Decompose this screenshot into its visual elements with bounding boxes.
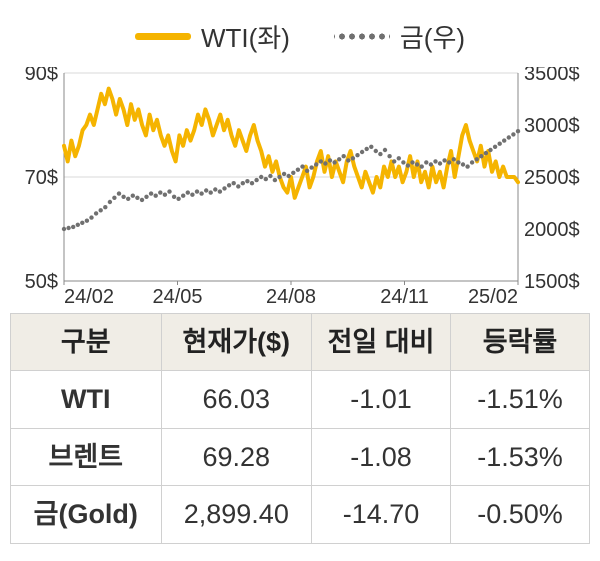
legend-item-gold: 금(우)	[334, 18, 465, 55]
svg-text:3000$: 3000$	[524, 115, 580, 137]
table-cell: -1.53%	[451, 428, 590, 485]
svg-text:50$: 50$	[25, 271, 58, 293]
legend-swatch-gold	[334, 33, 390, 40]
svg-text:70$: 70$	[25, 167, 58, 189]
table-row: 브렌트69.28-1.08-1.53%	[11, 428, 590, 485]
table-cell: -1.51%	[451, 371, 590, 428]
table-row: 금(Gold)2,899.40-14.70-0.50%	[11, 486, 590, 543]
svg-text:2500$: 2500$	[524, 167, 580, 189]
price-table-wrap: 구분 현재가($) 전일 대비 등락률 WTI66.03-1.01-1.51%브…	[10, 313, 590, 561]
col-pct: 등락률	[451, 314, 590, 371]
svg-text:3500$: 3500$	[524, 67, 580, 85]
legend-item-wti: WTI(좌)	[135, 18, 290, 55]
table-cell: -1.08	[312, 428, 451, 485]
table-cell: -14.70	[312, 486, 451, 543]
price-chart: 50$ 70$ 90$ 1500$ 2000$ 2500$ 3000$ 3500$ 24/02 2…	[10, 67, 590, 307]
svg-text:90$: 90$	[25, 67, 58, 85]
table-header-row: 구분 현재가($) 전일 대비 등락률	[11, 314, 590, 371]
table-row: WTI66.03-1.01-1.51%	[11, 371, 590, 428]
table-body: WTI66.03-1.01-1.51%브렌트69.28-1.08-1.53%금(…	[11, 371, 590, 543]
svg-text:24/05: 24/05	[152, 286, 202, 307]
table-cell: -1.01	[312, 371, 451, 428]
table-cell: -0.50%	[451, 486, 590, 543]
col-price: 현재가($)	[161, 314, 312, 371]
svg-text:24/02: 24/02	[64, 286, 114, 307]
table-cell: 66.03	[161, 371, 312, 428]
chart-svg: 50$ 70$ 90$ 1500$ 2000$ 2500$ 3000$ 3500$ 24/02 2…	[10, 67, 590, 307]
col-change: 전일 대비	[312, 314, 451, 371]
svg-text:24/08: 24/08	[266, 286, 316, 307]
svg-text:2000$: 2000$	[524, 219, 580, 241]
legend-swatch-wti	[135, 33, 191, 40]
price-table: 구분 현재가($) 전일 대비 등락률 WTI66.03-1.01-1.51%브…	[10, 313, 590, 544]
svg-text:24/11: 24/11	[380, 286, 429, 307]
legend-label-wti: WTI(좌)	[201, 18, 290, 55]
table-cell: 브렌트	[11, 428, 162, 485]
svg-text:25/02: 25/02	[468, 286, 518, 307]
table-cell: 금(Gold)	[11, 486, 162, 543]
table-cell: WTI	[11, 371, 162, 428]
legend-label-gold: 금(우)	[400, 18, 465, 55]
svg-text:1500$: 1500$	[524, 271, 580, 293]
table-cell: 69.28	[161, 428, 312, 485]
table-cell: 2,899.40	[161, 486, 312, 543]
chart-legend: WTI(좌) 금(우)	[10, 10, 590, 67]
col-name: 구분	[11, 314, 162, 371]
